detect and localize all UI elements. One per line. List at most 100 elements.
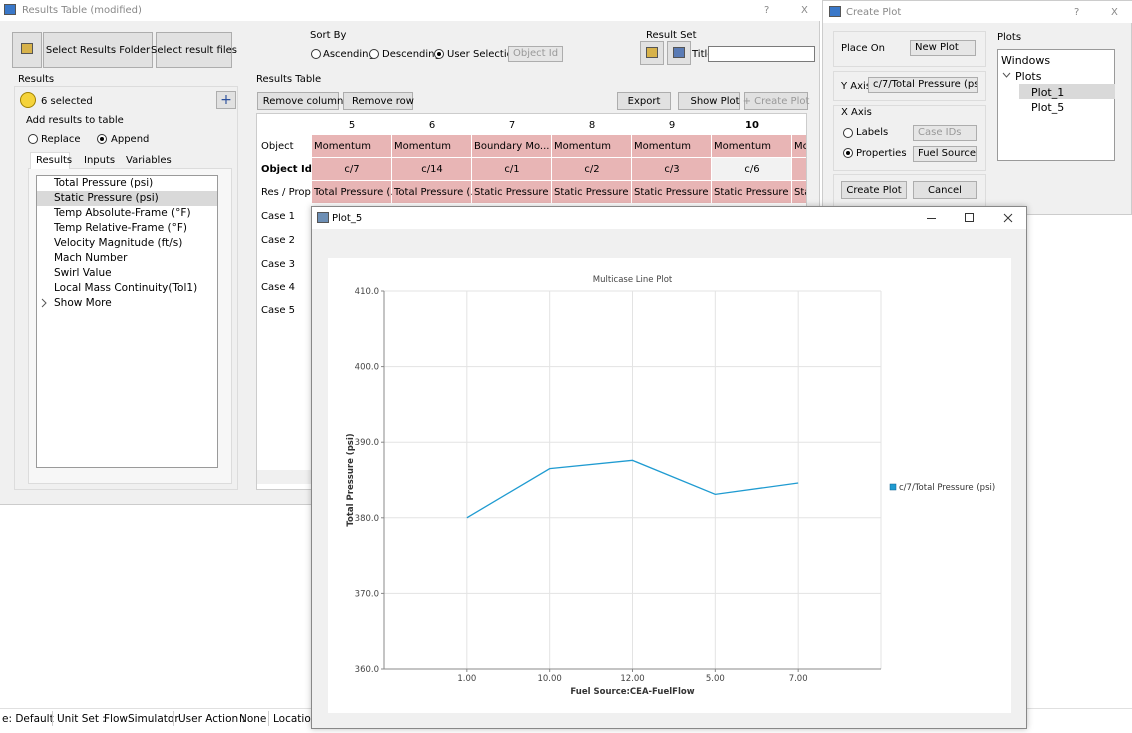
folder-icon-button[interactable] [12,32,42,68]
status-text: Unit Set : [57,713,106,726]
folder-icon [21,43,33,54]
tree-group[interactable]: Plots [1015,70,1041,83]
cell-text: Static Pressure ... [634,186,712,199]
column-header: 7 [472,119,552,132]
window-title: Plot_5 [332,212,362,225]
cell-text: Momentum [714,140,792,153]
tab-label[interactable]: Results [36,154,72,167]
x-option[interactable]: Labels [856,126,888,139]
result-item[interactable]: Static Pressure (psi) [54,192,159,205]
help-button[interactable]: ? [1074,6,1079,19]
place-on-label: Place On [841,42,885,55]
result-item[interactable]: Temp Absolute-Frame (°F) [54,207,191,220]
radio-button[interactable] [434,49,444,59]
window-title: Create Plot [846,6,901,19]
cell-text: c/2 [552,163,632,176]
column-header: 9 [632,119,712,132]
radio-button[interactable] [97,134,107,144]
cell-text: Total Pressure (... [314,186,392,199]
tree-root[interactable]: Windows [1001,54,1050,67]
row-header: Case 3 [261,258,295,271]
y-tick-label: 380.0 [355,514,379,524]
status-text: e: Default [2,713,54,726]
row-header: Case 1 [261,210,295,223]
sort-by-label: Sort By [310,29,346,42]
cell-text: c/7 [312,163,392,176]
y-axis-combo[interactable]: c/7/Total Pressure (psi) [868,77,978,93]
y-tick-label: 360.0 [355,665,379,675]
x-axis-title: Fuel Source:CEA-FuelFlow [570,687,694,697]
remove-row-button[interactable]: Remove row [343,92,413,110]
tree-item[interactable]: Plot_1 [1031,86,1064,99]
row-header: Object Id [261,163,312,176]
results-heading: Results [18,73,54,86]
column-header: 8 [552,119,632,132]
x-tick-label: 10.00 [537,674,561,684]
expand-chevron[interactable] [40,298,48,308]
x-tick-label: 7.00 [789,674,808,684]
mode-option[interactable]: Replace [41,133,81,146]
show-more[interactable]: Show More [54,297,112,310]
close-button[interactable] [1003,213,1013,223]
show-plot-button[interactable]: Show Plot [678,92,740,110]
result-item[interactable]: Local Mass Continuity(Tol1) [54,282,197,295]
maximize-button[interactable] [965,213,974,222]
plot-window: Plot_5Multicase Line Plot360.0370.0380.0… [311,206,1027,729]
create-plot-button[interactable]: + Create Plot [744,92,808,110]
window-title: Results Table (modified) [22,4,142,17]
tab-label[interactable]: Variables [126,154,172,167]
row-header: Res / Prop [261,186,311,199]
place-on-combo[interactable]: New Plot [910,40,976,56]
radio-button[interactable] [369,49,379,59]
radio-button[interactable] [843,148,853,158]
export-button[interactable]: Export [617,92,671,110]
open-result-set[interactable] [640,41,664,65]
app-icon [829,6,841,17]
result-item[interactable]: Mach Number [54,252,127,265]
radio-button[interactable] [843,128,853,138]
result-item[interactable]: Swirl Value [54,267,112,280]
tab-label[interactable]: Inputs [84,154,115,167]
sort-option[interactable]: Descending [382,48,441,61]
row-header: Case 2 [261,234,295,247]
help-button[interactable]: ? [764,4,769,17]
create-button[interactable]: Create Plot [841,181,907,199]
select-folder-button[interactable]: Select Results Folder [43,32,153,68]
tree-item[interactable]: Plot_5 [1031,101,1064,114]
title-input[interactable] [708,46,815,62]
cell-text: Momentum [314,140,392,153]
cancel-button[interactable]: Cancel [913,181,977,199]
radio-button[interactable] [28,134,38,144]
close-glyph [1004,214,1012,222]
cell-text: c/3 [632,163,712,176]
row-header: Case 5 [261,304,295,317]
add-label: Add results to table [26,114,124,127]
chart-title: Multicase Line Plot [593,275,673,285]
sort-option[interactable]: Ascending [323,48,375,61]
result-item[interactable]: Velocity Magnitude (ft/s) [54,237,182,250]
select-files-button[interactable]: Select result files [156,32,232,68]
mode-option[interactable]: Append [111,133,149,146]
x-tick-label: 12.00 [620,674,644,684]
close-button[interactable]: X [801,4,808,17]
cell-text: Momentum [634,140,712,153]
column-header: 6 [392,119,472,132]
status-text: User Action : [178,713,245,726]
close-button[interactable]: X [1111,6,1118,19]
tree-chevron[interactable] [1002,72,1011,79]
sort-field-combo[interactable]: Object Id [508,46,563,62]
save-result-set[interactable] [667,41,691,65]
minimize-button[interactable] [927,218,936,219]
x-option[interactable]: Properties [856,147,907,160]
y-tick-label: 410.0 [355,287,379,297]
radio-button[interactable] [311,49,321,59]
add-button[interactable]: + [216,91,236,109]
status-separator [173,711,174,726]
properties-combo[interactable]: Fuel Source: [913,146,977,162]
result-item[interactable]: Temp Relative-Frame (°F) [54,222,187,235]
remove-column-button[interactable]: Remove column [257,92,339,110]
open-icon [646,47,658,58]
labels-combo[interactable]: Case IDs [913,125,977,141]
result-item[interactable]: Total Pressure (psi) [54,177,153,190]
